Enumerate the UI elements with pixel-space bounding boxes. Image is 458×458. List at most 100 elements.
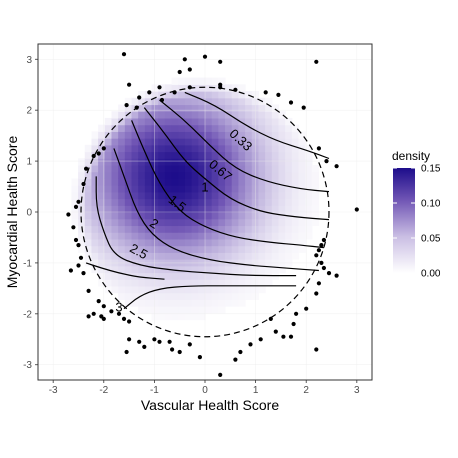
density-cell — [258, 198, 266, 206]
density-cell — [225, 198, 233, 206]
density-cell — [205, 205, 213, 213]
density-cell — [211, 164, 219, 173]
density-cell — [285, 238, 293, 247]
density-cell — [158, 292, 166, 300]
density-cell — [191, 97, 199, 106]
density-cell — [104, 124, 113, 132]
density-cell — [138, 171, 146, 179]
density-cell — [245, 164, 253, 173]
density-cell — [231, 111, 239, 119]
density-cell — [245, 225, 253, 233]
density-cell — [265, 104, 273, 112]
density-cell — [211, 205, 219, 213]
legend-colorbar — [393, 168, 415, 273]
data-point — [170, 347, 175, 352]
density-cell — [118, 198, 126, 206]
density-cell — [238, 144, 246, 153]
density-cell — [171, 185, 179, 193]
data-point — [268, 316, 273, 321]
data-point — [167, 339, 172, 344]
density-cell — [245, 198, 253, 206]
density-cell — [231, 198, 239, 206]
density-cell — [171, 312, 179, 321]
density-cell — [245, 117, 253, 126]
density-cell — [265, 124, 273, 132]
density-cell — [198, 292, 206, 300]
density-cell — [205, 131, 213, 139]
density-cell — [238, 212, 246, 220]
density-cell — [124, 144, 133, 153]
density-cell — [158, 205, 166, 213]
density-cell — [271, 117, 280, 126]
density-cell — [158, 312, 166, 321]
density-cell — [118, 131, 126, 139]
density-cell — [164, 117, 173, 126]
density-cell — [131, 265, 139, 274]
density-cell — [245, 279, 253, 287]
data-point — [78, 255, 84, 260]
density-cell — [98, 252, 106, 260]
scatter-points — [66, 52, 359, 377]
density-cell — [225, 91, 233, 99]
density-cell — [231, 117, 239, 126]
density-cell — [171, 225, 179, 233]
density-cell — [291, 131, 300, 139]
density-cell — [171, 151, 179, 159]
density-cell — [198, 191, 206, 200]
density-cell — [225, 84, 233, 92]
density-cell — [198, 131, 206, 139]
density-cell — [171, 238, 179, 247]
density-cell — [131, 111, 139, 119]
density-cell — [71, 205, 79, 213]
contour-line — [184, 91, 330, 160]
density-cell — [271, 212, 280, 220]
density-cell — [191, 104, 199, 112]
density-cell — [171, 306, 179, 314]
density-cell — [118, 212, 126, 220]
density-cell — [164, 312, 173, 321]
density-cell — [231, 185, 239, 193]
density-cell — [131, 151, 139, 159]
density-cell — [225, 131, 233, 139]
density-cell — [231, 144, 239, 153]
density-cell — [231, 279, 239, 287]
density-cell — [285, 252, 293, 260]
density-cell — [111, 225, 119, 233]
density-cell — [131, 299, 139, 307]
density-cell — [184, 225, 193, 233]
density-cell — [178, 91, 186, 99]
density-cell — [278, 151, 286, 159]
density-cell — [104, 144, 113, 153]
density-cell — [198, 91, 206, 99]
density-cell — [84, 171, 93, 179]
density-cell — [71, 191, 79, 200]
density-cell — [104, 191, 113, 200]
density-cell — [298, 245, 306, 253]
density-cell — [191, 292, 199, 300]
data-point — [76, 243, 81, 248]
density-cell — [211, 185, 219, 193]
density-cell — [124, 171, 133, 179]
density-cell — [144, 151, 153, 159]
density-cell — [218, 299, 226, 307]
data-point — [233, 357, 238, 362]
density-cell — [98, 138, 106, 146]
density-cell — [238, 272, 246, 280]
density-cell — [144, 124, 153, 132]
density-cell — [178, 232, 186, 240]
density-cell — [305, 151, 313, 159]
data-point — [281, 334, 286, 339]
data-point — [109, 309, 114, 314]
density-cell — [131, 232, 139, 240]
density-cell — [311, 171, 320, 179]
density-cell — [211, 232, 219, 240]
density-cell — [151, 285, 159, 294]
density-cell — [205, 212, 213, 220]
density-cell — [144, 158, 153, 166]
density-cell — [225, 279, 233, 287]
data-point — [159, 97, 165, 103]
density-cell — [211, 292, 219, 300]
density-cell — [164, 164, 173, 173]
density-cell — [184, 151, 193, 159]
